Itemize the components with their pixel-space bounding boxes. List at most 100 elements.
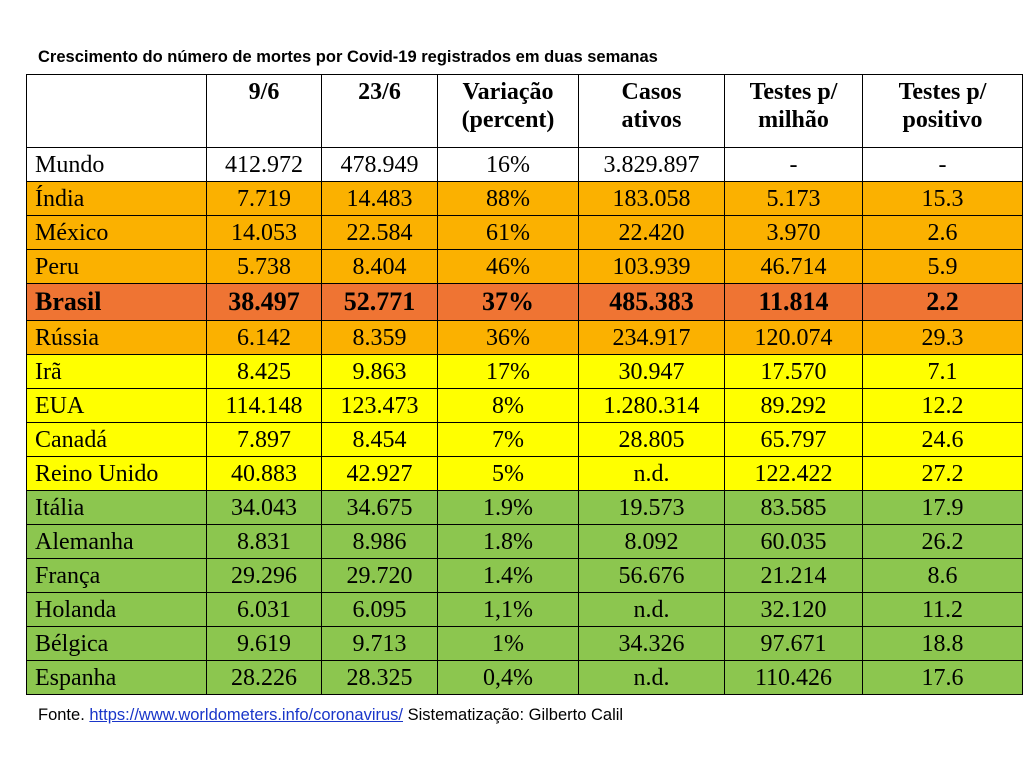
value-cell: 56.676 bbox=[578, 558, 725, 593]
value-cell: 24.6 bbox=[862, 422, 1023, 457]
value-cell: 17.570 bbox=[724, 354, 863, 389]
value-cell: 17.9 bbox=[862, 490, 1023, 525]
value-cell: 8.425 bbox=[206, 354, 322, 389]
source-link[interactable]: https://www.worldometers.info/coronaviru… bbox=[89, 706, 403, 724]
value-cell: 83.585 bbox=[724, 490, 863, 525]
column-header-line: positivo bbox=[902, 107, 983, 133]
table-row: México 14.053 22.584 61% 22.420 3.970 2.6 bbox=[26, 215, 1023, 250]
value-cell: 29.3 bbox=[862, 320, 1023, 355]
column-header-line: (percent) bbox=[461, 107, 555, 133]
value-cell: 28.226 bbox=[206, 660, 322, 695]
value-cell: 29.296 bbox=[206, 558, 322, 593]
column-header: 9/6 bbox=[206, 74, 322, 148]
value-cell: n.d. bbox=[578, 660, 725, 695]
footer-prefix: Fonte. bbox=[38, 706, 85, 724]
value-cell: 1.280.314 bbox=[578, 388, 725, 423]
value-cell: 60.035 bbox=[724, 524, 863, 559]
country-cell: Rússia bbox=[26, 320, 207, 355]
value-cell: 5.738 bbox=[206, 249, 322, 284]
column-header-line: milhão bbox=[758, 107, 829, 133]
value-cell: 9.713 bbox=[321, 626, 438, 661]
value-cell: 9.619 bbox=[206, 626, 322, 661]
column-header-line: Variação bbox=[462, 79, 554, 105]
value-cell: 8.986 bbox=[321, 524, 438, 559]
value-cell: 5% bbox=[437, 456, 579, 491]
table-row: Irã 8.425 9.863 17% 30.947 17.570 7.1 bbox=[26, 354, 1023, 389]
value-cell: 17.6 bbox=[862, 660, 1023, 695]
value-cell: 46.714 bbox=[724, 249, 863, 284]
value-cell: - bbox=[724, 147, 863, 182]
value-cell: 7.719 bbox=[206, 181, 322, 216]
value-cell: 183.058 bbox=[578, 181, 725, 216]
value-cell: 3.970 bbox=[724, 215, 863, 250]
column-header-line: Testes p/ bbox=[749, 79, 838, 105]
value-cell: 8.092 bbox=[578, 524, 725, 559]
column-header-line: Casos bbox=[621, 79, 682, 105]
value-cell: - bbox=[862, 147, 1023, 182]
value-cell: 88% bbox=[437, 181, 579, 216]
table-row: Alemanha 8.831 8.986 1.8% 8.092 60.035 26.2 bbox=[26, 524, 1023, 559]
value-cell: 5.173 bbox=[724, 181, 863, 216]
value-cell: 11.2 bbox=[862, 592, 1023, 627]
value-cell: 34.326 bbox=[578, 626, 725, 661]
value-cell: 9.863 bbox=[321, 354, 438, 389]
table-row: Índia 7.719 14.483 88% 183.058 5.173 15.3 bbox=[26, 181, 1023, 216]
value-cell: 8% bbox=[437, 388, 579, 423]
country-cell: Irã bbox=[26, 354, 207, 389]
covid-deaths-table: 9/6 23/6 Variação (percent) Casos ativos Teste… bbox=[26, 74, 1023, 695]
value-cell: 8.404 bbox=[321, 249, 438, 284]
value-cell: 1% bbox=[437, 626, 579, 661]
country-cell: Índia bbox=[26, 181, 207, 216]
value-cell: 29.720 bbox=[321, 558, 438, 593]
value-cell: 34.675 bbox=[321, 490, 438, 525]
country-cell: Mundo bbox=[26, 147, 207, 182]
footer-credit: Sistematização: Gilberto Calil bbox=[407, 706, 624, 724]
column-header-line: 9/6 bbox=[248, 79, 280, 105]
table-row: Mundo 412.972 478.949 16% 3.829.897- - bbox=[26, 147, 1023, 182]
country-cell: Holanda bbox=[26, 592, 207, 627]
value-cell: 0,4% bbox=[437, 660, 579, 695]
value-cell: 6.031 bbox=[206, 592, 322, 627]
value-cell: 7.1 bbox=[862, 354, 1023, 389]
column-header: Testes p/positivo bbox=[862, 74, 1023, 148]
table-row: EUA 114.148 123.473 8% 1.280.314 89.292 12.2 bbox=[26, 388, 1023, 423]
value-cell: 2.6 bbox=[862, 215, 1023, 250]
value-cell: 19.573 bbox=[578, 490, 725, 525]
value-cell: 26.2 bbox=[862, 524, 1023, 559]
value-cell: 6.095 bbox=[321, 592, 438, 627]
table-body: Mundo 412.972 478.949 16% 3.829.897- - Índia 7.… bbox=[26, 147, 1023, 695]
value-cell: 16% bbox=[437, 147, 579, 182]
country-cell: Reino Unido bbox=[26, 456, 207, 491]
value-cell: 18.8 bbox=[862, 626, 1023, 661]
value-cell: 97.671 bbox=[724, 626, 863, 661]
value-cell: 412.972 bbox=[206, 147, 322, 182]
header-row: 9/6 23/6 Variação (percent) Casos ativos Teste… bbox=[26, 74, 1023, 148]
value-cell: 32.120 bbox=[724, 592, 863, 627]
table-title: Crescimento do número de mortes por Covi… bbox=[38, 48, 658, 66]
value-cell: 37% bbox=[437, 283, 579, 321]
value-cell: 110.426 bbox=[724, 660, 863, 695]
value-cell: 8.6 bbox=[862, 558, 1023, 593]
table-row: Espanha 28.226 28.325 0,4% n.d. 110.426 17.6 bbox=[26, 660, 1023, 695]
value-cell: 2.2 bbox=[862, 283, 1023, 321]
value-cell: 28.325 bbox=[321, 660, 438, 695]
value-cell: 8.359 bbox=[321, 320, 438, 355]
country-cell: Peru bbox=[26, 249, 207, 284]
column-header: Casos ativos bbox=[578, 74, 725, 148]
value-cell: 103.939 bbox=[578, 249, 725, 284]
value-cell: 15.3 bbox=[862, 181, 1023, 216]
value-cell: 36% bbox=[437, 320, 579, 355]
source-footer: Fonte. https://www.worldometers.info/cor… bbox=[38, 706, 623, 725]
country-cell: Bélgica bbox=[26, 626, 207, 661]
column-header: 23/6 bbox=[321, 74, 438, 148]
value-cell: 7% bbox=[437, 422, 579, 457]
value-cell: 21.214 bbox=[724, 558, 863, 593]
column-header-line: 23/6 bbox=[358, 79, 401, 105]
column-header: Testes p/milhão bbox=[724, 74, 863, 148]
value-cell: 120.074 bbox=[724, 320, 863, 355]
value-cell: 30.947 bbox=[578, 354, 725, 389]
country-cell: França bbox=[26, 558, 207, 593]
table-row: Brasil 38.497 52.771 37% 485.383 11.814 2.2 bbox=[26, 283, 1023, 321]
value-cell: 46% bbox=[437, 249, 579, 284]
column-header-line: ativos bbox=[621, 107, 682, 133]
